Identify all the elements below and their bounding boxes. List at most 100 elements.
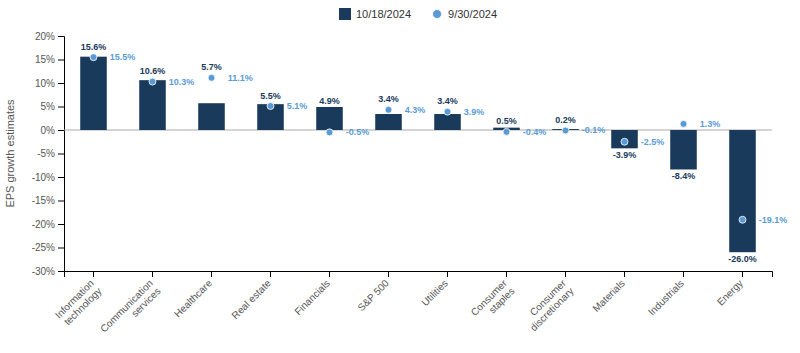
data-label: 10.6% xyxy=(140,66,166,76)
x-tick-label: Materials xyxy=(591,278,627,314)
data-label: 15.5% xyxy=(110,52,136,62)
tick-mark xyxy=(211,271,212,277)
x-tick-label: Consumerstaples xyxy=(469,277,518,326)
legend-label: 10/18/2024 xyxy=(356,8,411,20)
x-tick-label: Informationtechnology xyxy=(53,278,104,329)
y-tick: 20% xyxy=(35,31,64,42)
data-label: 1.3% xyxy=(700,119,721,129)
y-tick: -10% xyxy=(32,172,64,183)
y-tick-label: 0% xyxy=(41,125,56,136)
y-tick-label: 5% xyxy=(41,101,56,112)
x-tick-label: Healthcare xyxy=(172,277,214,319)
data-label: -3.9% xyxy=(613,150,637,160)
data-label: -19.1% xyxy=(759,215,788,225)
data-label: -0.4% xyxy=(523,127,547,137)
tick-mark xyxy=(58,83,64,84)
y-tick-label: 15% xyxy=(35,54,55,65)
x-tick-label: Consumerdiscretionary xyxy=(520,277,576,333)
zero-line xyxy=(64,130,772,131)
data-label: 0.5% xyxy=(496,116,517,126)
tick-mark xyxy=(683,271,684,277)
tick-mark xyxy=(58,130,64,131)
y-tick-label: -5% xyxy=(37,148,55,159)
x-tick: Consumerdiscretionary xyxy=(520,271,576,333)
x-tick: Consumerstaples xyxy=(469,271,518,326)
tick-mark xyxy=(58,201,64,202)
y-tick: -25% xyxy=(32,242,64,253)
y-tick: -5% xyxy=(37,148,64,159)
bar xyxy=(729,130,756,252)
tick-mark xyxy=(58,60,64,61)
tick-mark xyxy=(58,36,64,37)
y-tick: -20% xyxy=(32,219,64,230)
dot xyxy=(326,129,333,136)
y-tick: 0% xyxy=(41,125,64,136)
x-tick-label: Real estate xyxy=(229,277,273,321)
legend-label: 9/30/2024 xyxy=(448,8,497,20)
x-tick-label: Industrials xyxy=(646,278,686,318)
legend-swatch xyxy=(433,10,442,19)
y-tick-label: -25% xyxy=(32,242,55,253)
data-label: -8.4% xyxy=(672,171,696,181)
data-label: 3.9% xyxy=(464,107,485,117)
tick-mark xyxy=(58,107,64,108)
tick-mark xyxy=(152,271,153,277)
tick-mark xyxy=(270,271,271,277)
data-label: -26.0% xyxy=(728,254,757,264)
data-label: 4.9% xyxy=(319,96,340,106)
chart: -30% -25% -20% -15% -10% -5% 0% 5% 10% 15% 20% Info… xyxy=(0,0,800,353)
y-tick: 10% xyxy=(35,78,64,89)
y-tick-label: 10% xyxy=(35,78,55,89)
x-tick: Materials xyxy=(591,271,627,314)
x-tick-label: Energy xyxy=(715,278,745,308)
data-label: 0.2% xyxy=(555,115,576,125)
dot xyxy=(267,103,274,110)
data-label: 3.4% xyxy=(437,96,458,106)
tick-mark xyxy=(58,154,64,155)
legend-swatch xyxy=(339,8,351,20)
dot xyxy=(90,54,97,61)
tick-mark xyxy=(329,271,330,277)
tick-mark xyxy=(58,271,64,272)
data-label: -2.5% xyxy=(641,137,665,147)
x-tick-label: Communicationservices xyxy=(98,278,163,343)
data-label: 5.7% xyxy=(201,62,222,72)
tick-mark xyxy=(58,177,64,178)
dot xyxy=(444,108,451,115)
dot xyxy=(739,216,746,223)
x-tick: Financials xyxy=(292,271,332,317)
y-tick: 15% xyxy=(35,54,64,65)
bar xyxy=(375,114,402,130)
y-tick-label: -15% xyxy=(32,195,55,206)
tick-mark xyxy=(742,271,743,277)
dot xyxy=(385,106,392,113)
dot xyxy=(503,128,510,135)
data-label: 5.1% xyxy=(287,101,308,111)
x-tick-label: Financials xyxy=(292,278,332,318)
x-tick: Informationtechnology xyxy=(53,271,104,328)
x-axis: InformationtechnologyCommunicationservic… xyxy=(53,271,773,342)
x-tick-label: S&P 500 xyxy=(355,277,391,313)
dot xyxy=(680,120,687,127)
y-tick: -30% xyxy=(32,266,64,277)
y-tick: -15% xyxy=(32,195,64,206)
data-label: 11.1% xyxy=(228,73,253,83)
x-tick-label: Utilities xyxy=(419,278,450,309)
marks xyxy=(80,54,756,253)
tick-mark xyxy=(58,248,64,249)
y-tick-label: -30% xyxy=(32,266,55,277)
legend-item: 10/18/2024 xyxy=(339,8,411,20)
bar xyxy=(139,80,166,130)
data-label: 3.4% xyxy=(378,94,399,104)
x-tick: S&P 500 xyxy=(355,271,391,313)
x-tick: Healthcare xyxy=(172,271,214,319)
x-tick: Communicationservices xyxy=(98,271,163,342)
series xyxy=(90,54,746,224)
dot xyxy=(149,78,156,85)
tick-mark xyxy=(93,271,94,277)
dot xyxy=(562,127,569,134)
bar xyxy=(198,103,225,130)
bar xyxy=(80,57,107,130)
data-label: 10.3% xyxy=(169,77,195,87)
data-label: -0.1% xyxy=(582,125,606,135)
